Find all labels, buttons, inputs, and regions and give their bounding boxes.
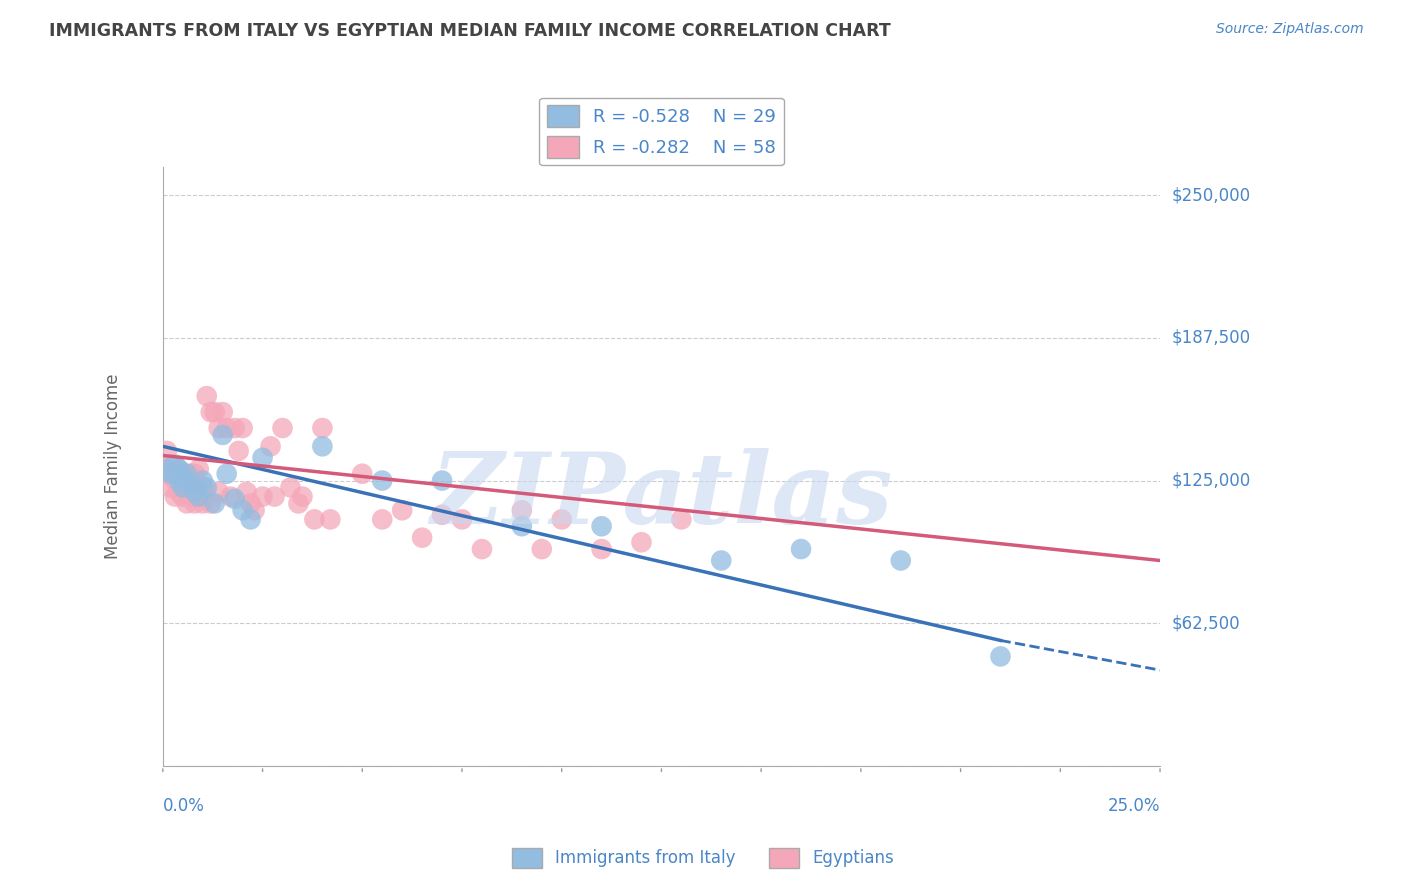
Point xyxy=(208,421,231,435)
Point xyxy=(159,458,181,472)
Point xyxy=(510,519,533,533)
Point xyxy=(163,490,186,504)
Point xyxy=(219,490,242,504)
Point xyxy=(204,405,226,419)
Point xyxy=(311,439,333,453)
Point xyxy=(451,512,474,526)
Point xyxy=(243,503,266,517)
Text: $62,500: $62,500 xyxy=(1171,615,1240,632)
Point xyxy=(232,503,254,517)
Point xyxy=(184,467,207,481)
Point xyxy=(287,496,309,510)
Point xyxy=(371,512,394,526)
Point xyxy=(195,480,218,494)
Point xyxy=(352,467,374,481)
Point xyxy=(200,405,222,419)
Point xyxy=(224,421,246,435)
Point xyxy=(259,439,281,453)
Point xyxy=(215,467,238,481)
Point xyxy=(167,485,190,500)
Point xyxy=(167,474,190,488)
Point xyxy=(291,490,314,504)
Point xyxy=(191,480,214,494)
Legend: R = -0.528    N = 29, R = -0.282    N = 58: R = -0.528 N = 29, R = -0.282 N = 58 xyxy=(540,98,783,165)
Text: Median Family Income: Median Family Income xyxy=(104,374,122,559)
Point xyxy=(176,467,198,481)
Point xyxy=(167,462,190,476)
Point xyxy=(591,542,613,557)
Point xyxy=(167,462,190,476)
Point xyxy=(211,405,233,419)
Point xyxy=(591,519,613,533)
Point xyxy=(176,474,198,488)
Point xyxy=(172,480,194,494)
Point xyxy=(304,512,326,526)
Point xyxy=(430,474,453,488)
Point xyxy=(630,535,652,549)
Point xyxy=(471,542,494,557)
Point xyxy=(215,421,238,435)
Point xyxy=(211,428,233,442)
Point xyxy=(195,389,218,403)
Point xyxy=(172,490,194,504)
Point xyxy=(159,480,181,494)
Point xyxy=(990,649,1012,664)
Point xyxy=(551,512,574,526)
Point xyxy=(176,496,198,510)
Point xyxy=(191,496,214,510)
Point xyxy=(191,474,214,488)
Point xyxy=(163,458,186,472)
Text: IMMIGRANTS FROM ITALY VS EGYPTIAN MEDIAN FAMILY INCOME CORRELATION CHART: IMMIGRANTS FROM ITALY VS EGYPTIAN MEDIAN… xyxy=(49,22,891,40)
Text: $250,000: $250,000 xyxy=(1171,186,1250,204)
Point xyxy=(271,421,294,435)
Text: 25.0%: 25.0% xyxy=(1108,797,1160,814)
Point xyxy=(263,490,285,504)
Point xyxy=(159,467,181,481)
Point xyxy=(172,469,194,483)
Point xyxy=(184,496,207,510)
Point xyxy=(163,474,186,488)
Point xyxy=(252,490,274,504)
Point xyxy=(671,512,693,526)
Point xyxy=(204,496,226,510)
Point xyxy=(180,467,202,481)
Point xyxy=(239,496,262,510)
Point xyxy=(890,553,912,567)
Text: $187,500: $187,500 xyxy=(1171,329,1250,347)
Point xyxy=(172,467,194,481)
Point xyxy=(156,467,179,481)
Point xyxy=(311,421,333,435)
Point xyxy=(790,542,813,557)
Point xyxy=(156,462,179,476)
Text: 0.0%: 0.0% xyxy=(163,797,205,814)
Point xyxy=(280,480,302,494)
Point xyxy=(530,542,553,557)
Point xyxy=(391,503,413,517)
Point xyxy=(232,421,254,435)
Point xyxy=(411,531,433,545)
Point xyxy=(184,485,207,500)
Point xyxy=(430,508,453,522)
Point xyxy=(208,485,231,500)
Point xyxy=(180,475,202,490)
Legend: Immigrants from Italy, Egyptians: Immigrants from Italy, Egyptians xyxy=(505,841,901,875)
Point xyxy=(239,512,262,526)
Point xyxy=(187,462,209,476)
Point xyxy=(319,512,342,526)
Text: Source: ZipAtlas.com: Source: ZipAtlas.com xyxy=(1216,22,1364,37)
Point xyxy=(235,485,257,500)
Point xyxy=(187,490,209,504)
Point xyxy=(156,443,179,458)
Text: $125,000: $125,000 xyxy=(1171,472,1250,490)
Point xyxy=(200,496,222,510)
Point xyxy=(228,443,250,458)
Point xyxy=(371,474,394,488)
Point xyxy=(510,503,533,517)
Point xyxy=(710,553,733,567)
Point xyxy=(252,450,274,465)
Text: ZIPatlas: ZIPatlas xyxy=(430,448,893,544)
Point xyxy=(224,491,246,506)
Point xyxy=(180,490,202,504)
Point xyxy=(187,485,209,500)
